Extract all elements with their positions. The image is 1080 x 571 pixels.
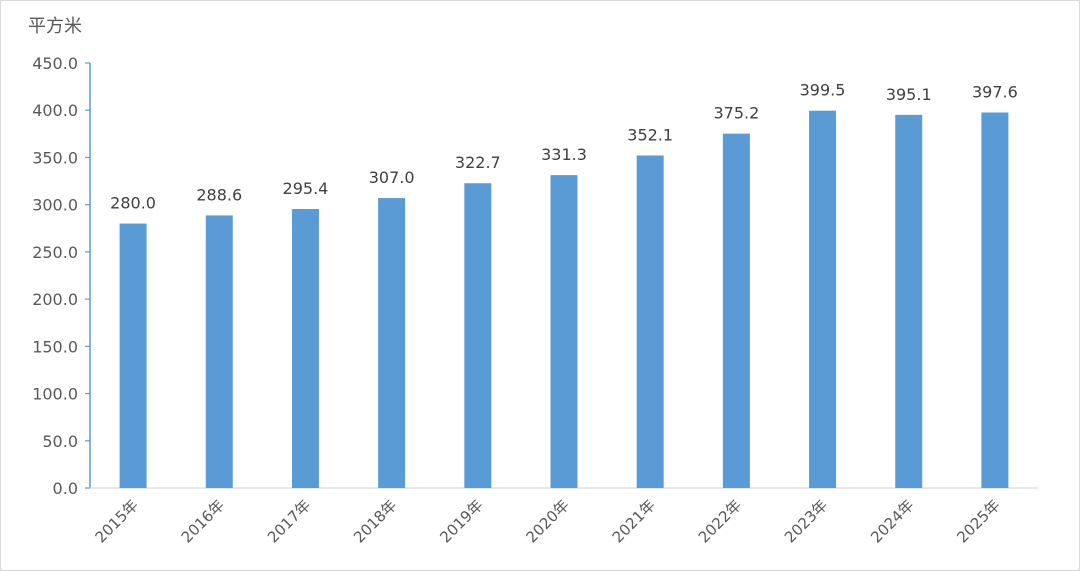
- x-tick-label: 2018年: [350, 496, 400, 546]
- bar-2024年: [895, 114, 923, 488]
- bar-2023年: [809, 110, 837, 488]
- data-labels: 280.0 288.6 295.4 307.0 322.7 331.3 352.1 375.2…: [110, 81, 1018, 213]
- data-label-2019年: 322.7: [455, 153, 501, 172]
- y-tick-label: 350.0: [32, 148, 78, 167]
- data-label-2021年: 352.1: [627, 125, 673, 144]
- data-label-2025年: 397.6: [972, 82, 1018, 101]
- x-tick-label: 2025年: [953, 496, 1003, 546]
- x-axis: 2015年 2016年 2017年 2018年 2019年 2020年 2021年 2022年…: [90, 487, 1038, 546]
- x-tick-label: 2019年: [436, 496, 486, 546]
- y-tick-label: 100.0: [32, 385, 78, 404]
- y-tick-label: 250.0: [32, 243, 78, 262]
- bar-2022年: [722, 133, 750, 488]
- data-label-2024年: 395.1: [886, 85, 932, 104]
- data-label-2018年: 307.0: [369, 168, 415, 187]
- data-label-2023年: 399.5: [800, 81, 846, 100]
- y-tick-label: 0.0: [53, 479, 78, 498]
- data-label-2020年: 331.3: [541, 145, 587, 164]
- x-tick-label: 2016年: [178, 496, 228, 546]
- x-tick-label: 2021年: [609, 496, 659, 546]
- data-label-2022年: 375.2: [713, 104, 759, 123]
- bars: [119, 110, 1009, 489]
- bar-2017年: [291, 209, 319, 488]
- x-tick-label: 2017年: [264, 496, 314, 546]
- y-tick-label: 150.0: [32, 337, 78, 356]
- x-tick-label: 2020年: [522, 496, 572, 546]
- data-label-2017年: 295.4: [283, 179, 329, 198]
- x-tick-label: 2022年: [695, 496, 745, 546]
- bar-2019年: [464, 183, 492, 488]
- bar-2016年: [205, 215, 233, 488]
- y-tick-label: 50.0: [42, 432, 78, 451]
- y-tick-label: 300.0: [32, 196, 78, 215]
- y-axis-unit-label: 平方米: [28, 16, 82, 37]
- data-label-2015年: 280.0: [110, 194, 156, 213]
- y-axis: 0.0 50.0 100.0 150.0 200.0 250.0 300.0 350.0 400…: [32, 54, 91, 498]
- bar-2015年: [119, 223, 147, 489]
- bar-2021年: [636, 155, 664, 488]
- bar-2025年: [981, 112, 1009, 488]
- x-tick-label: 2024年: [867, 496, 917, 546]
- y-tick-label: 450.0: [32, 54, 78, 73]
- bar-2018年: [378, 198, 406, 489]
- x-tick-label: 2015年: [92, 496, 142, 546]
- bar-2020年: [550, 175, 578, 488]
- y-tick-label: 200.0: [32, 290, 78, 309]
- data-label-2016年: 288.6: [196, 185, 242, 204]
- x-tick-label: 2023年: [781, 496, 831, 546]
- y-tick-label: 400.0: [32, 101, 78, 120]
